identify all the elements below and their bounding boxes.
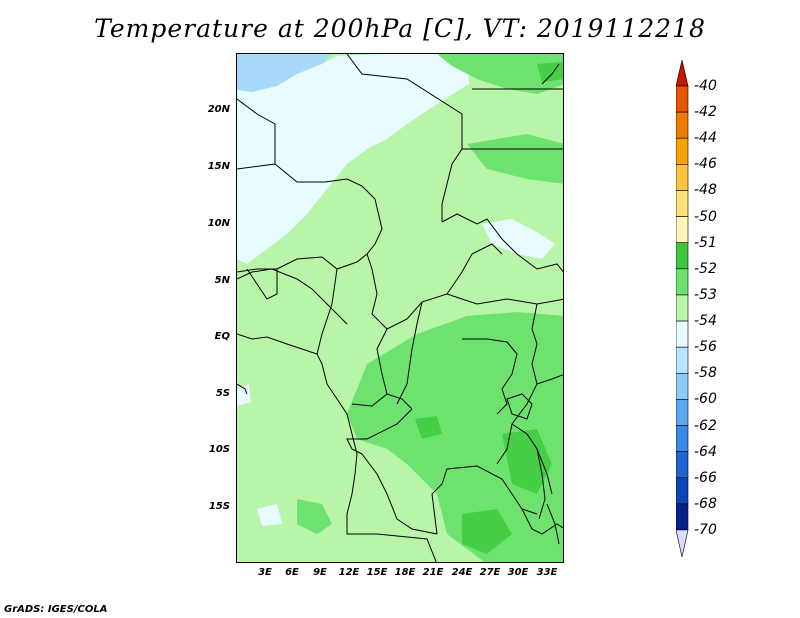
lake-malawi xyxy=(546,503,560,545)
y-tick-label: 5S xyxy=(215,388,230,399)
colorbar-cell xyxy=(676,242,689,270)
colorbar-cell xyxy=(676,425,689,452)
temperature-field-map xyxy=(237,54,563,562)
field-region-warmer-2 xyxy=(502,429,552,494)
y-tick-label: 15S xyxy=(208,501,230,512)
x-tick-label: 15E xyxy=(366,567,388,578)
field-region-cold-east xyxy=(482,219,555,259)
lake-tanganyika xyxy=(536,448,546,520)
colorbar xyxy=(676,60,689,558)
border-zambia-mozambique xyxy=(521,508,563,535)
colorbar-bottom-arrow xyxy=(676,529,689,558)
border-drc-zambia xyxy=(431,465,538,535)
y-tick-label: EQ xyxy=(214,331,230,342)
border-nigeria-cameroon xyxy=(366,243,503,330)
colorbar-cell xyxy=(676,164,689,191)
coastline-gulf-of-guinea xyxy=(237,333,358,515)
field-region-cold-sw xyxy=(237,384,251,406)
y-tick-label: 10N xyxy=(207,218,230,229)
colorbar-cell xyxy=(676,346,689,374)
colorbar-label: -54 xyxy=(694,313,717,330)
border-angola-drc xyxy=(361,453,438,535)
colorbar-label: -66 xyxy=(694,469,717,486)
colorbar-cell xyxy=(676,137,689,165)
border-cameroon-gabon xyxy=(376,328,413,410)
colorbar-label: -58 xyxy=(694,365,717,382)
border-congo-drc xyxy=(346,408,413,455)
border-benin-nigeria xyxy=(316,268,338,355)
colorbar-label: -40 xyxy=(694,78,717,94)
colorbar-cell xyxy=(676,216,689,244)
border-mali-mauritania xyxy=(237,98,276,170)
colorbar-cell xyxy=(676,190,689,217)
border-car-drc xyxy=(446,293,563,305)
x-tick-label: 3E xyxy=(258,567,272,578)
x-tick-label: 21E xyxy=(422,567,444,578)
colorbar-label: -68 xyxy=(694,495,717,512)
colorbar-cell xyxy=(676,111,689,139)
x-tick-label: 24E xyxy=(451,567,473,578)
colorbar-label: -52 xyxy=(694,260,717,277)
colorbar-cell xyxy=(676,477,689,505)
field-region-warmer-3 xyxy=(462,509,512,554)
colorbar-label: -50 xyxy=(694,208,717,225)
coastline-bioko xyxy=(237,383,248,395)
field-region-cold-s xyxy=(257,504,282,526)
border-angola-north xyxy=(351,393,388,407)
field-region-warmer-1 xyxy=(415,416,442,439)
colorbar-cells xyxy=(676,85,689,531)
colorbar-label: -64 xyxy=(694,443,717,460)
field-region-colder xyxy=(237,54,332,92)
chart-title: Temperature at 200hPa [C], VT: 201911221… xyxy=(94,14,706,43)
colorbar-label: -46 xyxy=(694,156,717,173)
colorbar-cell xyxy=(676,85,689,113)
colorbar-label: -44 xyxy=(694,130,717,147)
x-tick-label: 12E xyxy=(338,567,360,578)
x-tick-label: 33E xyxy=(536,567,558,578)
colorbar-cell xyxy=(676,503,689,531)
map-panel xyxy=(236,53,564,563)
y-tick-label: 20N xyxy=(207,104,230,115)
x-tick-label: 30E xyxy=(507,567,529,578)
field-region-warm-ne xyxy=(437,54,563,94)
colorbar-label: -53 xyxy=(694,286,717,303)
colorbar-cell xyxy=(676,294,689,322)
colorbar-label: -70 xyxy=(694,522,717,538)
colorbar-label: -48 xyxy=(694,182,717,199)
colorbar-label: -42 xyxy=(694,104,717,121)
border-niger-chad xyxy=(346,54,463,222)
border-ghana-ivorycoast xyxy=(246,268,278,300)
border-angola-namibia xyxy=(346,514,437,562)
y-tick-label: 5N xyxy=(214,275,230,286)
nile-delta xyxy=(541,63,560,85)
colorbar-top-arrow xyxy=(676,60,689,87)
country-borders xyxy=(237,54,563,562)
y-tick-label: 10S xyxy=(208,444,230,455)
coastline-west-africa xyxy=(237,268,348,325)
lake-victoria xyxy=(506,393,533,420)
field-region-warm-sw xyxy=(297,499,332,534)
field-region-cold xyxy=(237,54,469,264)
grads-credit: GrADS: IGES/COLA xyxy=(4,604,108,615)
x-tick-label: 18E xyxy=(394,567,416,578)
colorbar-cell xyxy=(676,320,689,348)
x-tick-label: 6E xyxy=(285,567,299,578)
colorbar-cell xyxy=(676,268,689,296)
colorbar-label: -62 xyxy=(694,417,717,434)
colorbar-cell xyxy=(676,372,689,400)
y-tick-label: 15N xyxy=(207,161,230,172)
colorbar-label: -60 xyxy=(694,391,717,408)
border-niger-burkina xyxy=(237,163,383,273)
colorbar-cell xyxy=(676,451,689,479)
colorbar-cell xyxy=(676,399,689,426)
border-chad-car xyxy=(441,213,563,273)
field-region-warm-e xyxy=(467,134,563,184)
x-tick-label: 9E xyxy=(313,567,327,578)
border-car-congo xyxy=(396,301,423,405)
colorbar-label: -56 xyxy=(694,339,717,356)
x-tick-label: 27E xyxy=(479,567,501,578)
colorbar-label: -51 xyxy=(694,234,717,251)
border-uganda-kenya xyxy=(536,374,563,385)
lake-outline-central xyxy=(462,338,518,415)
